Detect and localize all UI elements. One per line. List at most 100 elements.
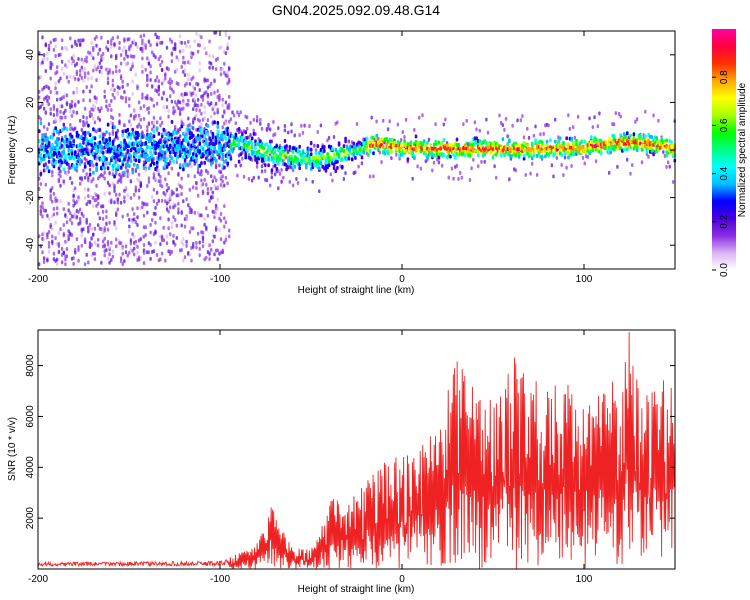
heatmap-cell xyxy=(106,227,110,232)
heatmap-cell xyxy=(250,141,254,146)
heatmap-cell xyxy=(72,90,75,95)
heatmap-cell xyxy=(136,244,139,249)
heatmap-cell xyxy=(38,95,41,100)
heatmap-cell xyxy=(267,157,270,162)
heatmap-cell xyxy=(200,178,203,183)
heatmap-cell xyxy=(165,241,169,246)
heatmap-cell xyxy=(144,233,147,237)
heatmap-cell xyxy=(190,55,193,60)
heatmap-cell xyxy=(203,105,206,110)
heatmap-cell xyxy=(129,122,133,127)
heatmap-cell xyxy=(149,150,152,155)
heatmap-cell xyxy=(581,155,585,160)
heatmap-cell xyxy=(72,53,75,58)
heatmap-cell xyxy=(67,201,70,206)
heatmap-cell xyxy=(175,187,178,192)
heatmap-cell xyxy=(275,144,279,149)
heatmap-cell xyxy=(323,145,326,149)
heatmap-cell xyxy=(293,133,296,138)
heatmap-cell xyxy=(65,247,69,251)
heatmap-cell xyxy=(110,198,113,203)
heatmap-cell xyxy=(254,145,257,150)
heatmap-cell xyxy=(159,145,162,150)
heatmap-cell xyxy=(75,214,79,219)
heatmap-cell xyxy=(360,161,364,166)
heatmap-cell xyxy=(250,136,254,141)
heatmap-cell xyxy=(139,256,142,261)
heatmap-cell xyxy=(82,38,85,43)
heatmap-cell xyxy=(144,168,147,172)
heatmap-cell xyxy=(198,240,201,245)
heatmap-cell xyxy=(88,200,92,205)
heatmap-cell xyxy=(192,51,195,56)
heatmap-cell xyxy=(228,105,231,110)
heatmap-cell xyxy=(106,81,110,85)
heatmap-cell xyxy=(195,241,198,245)
heatmap-cell xyxy=(80,177,83,182)
heatmap-cell xyxy=(341,157,344,162)
heatmap-cell xyxy=(105,215,108,219)
heatmap-cell xyxy=(196,193,200,198)
heatmap-cell xyxy=(87,187,90,192)
heatmap-cell xyxy=(174,242,177,247)
heatmap-cell xyxy=(119,200,123,205)
heatmap-cell xyxy=(319,161,323,166)
heatmap-cell xyxy=(210,248,213,252)
heatmap-cell xyxy=(187,102,190,107)
heatmap-cell xyxy=(198,247,201,251)
heatmap-cell xyxy=(115,171,118,176)
heatmap-cell xyxy=(213,234,216,239)
heatmap-cell xyxy=(72,110,75,114)
heatmap-ytick-label: -20 xyxy=(25,190,36,205)
heatmap-cell xyxy=(46,127,49,132)
heatmap-cell xyxy=(59,169,62,174)
heatmap-cell xyxy=(213,252,216,257)
heatmap-cell xyxy=(106,48,110,53)
heatmap-cell xyxy=(175,160,178,165)
heatmap-cell xyxy=(187,77,190,82)
heatmap-cell xyxy=(46,57,49,62)
heatmap-cell xyxy=(95,78,98,83)
heatmap-cell xyxy=(581,145,585,150)
heatmap-cell xyxy=(213,111,216,116)
heatmap-cell xyxy=(426,140,429,145)
heatmap-cell xyxy=(296,157,300,162)
heatmap-cell xyxy=(214,178,218,183)
heatmap-cell xyxy=(468,153,472,158)
heatmap-cell xyxy=(327,135,331,140)
heatmap-cell xyxy=(85,59,88,64)
heatmap-cell xyxy=(206,124,210,128)
heatmap-cell xyxy=(277,186,280,191)
heatmap-cell xyxy=(177,210,180,215)
heatmap-cell xyxy=(47,47,51,52)
heatmap-cell xyxy=(244,155,247,160)
heatmap-cell xyxy=(421,113,424,118)
heatmap-cell xyxy=(51,199,54,204)
heatmap-cell xyxy=(113,174,116,179)
heatmap-cell xyxy=(236,173,239,178)
heatmap-cell xyxy=(165,164,169,169)
heatmap-cell xyxy=(121,162,125,167)
heatmap-cell xyxy=(221,125,224,130)
heatmap-cell xyxy=(280,179,283,184)
heatmap-cell xyxy=(247,176,251,181)
heatmap-cell xyxy=(178,34,182,39)
heatmap-cell xyxy=(98,108,101,113)
heatmap-ytick-label: -40 xyxy=(25,238,36,253)
heatmap-cell xyxy=(273,172,277,177)
heatmap-cell xyxy=(98,118,101,122)
heatmap-cell xyxy=(178,100,182,105)
heatmap-cell xyxy=(273,148,277,153)
heatmap-cell xyxy=(172,239,175,244)
heatmap-cell xyxy=(126,127,130,132)
heatmap-cell xyxy=(115,69,118,74)
snr-series-line xyxy=(37,332,676,570)
heatmap-cell xyxy=(283,128,287,133)
heatmap-cell xyxy=(69,211,72,216)
heatmap-cell xyxy=(403,139,406,143)
heatmap-cell xyxy=(100,65,103,70)
heatmap-cell xyxy=(83,75,87,79)
heatmap-cell xyxy=(359,150,362,155)
heatmap-cell xyxy=(79,68,82,73)
